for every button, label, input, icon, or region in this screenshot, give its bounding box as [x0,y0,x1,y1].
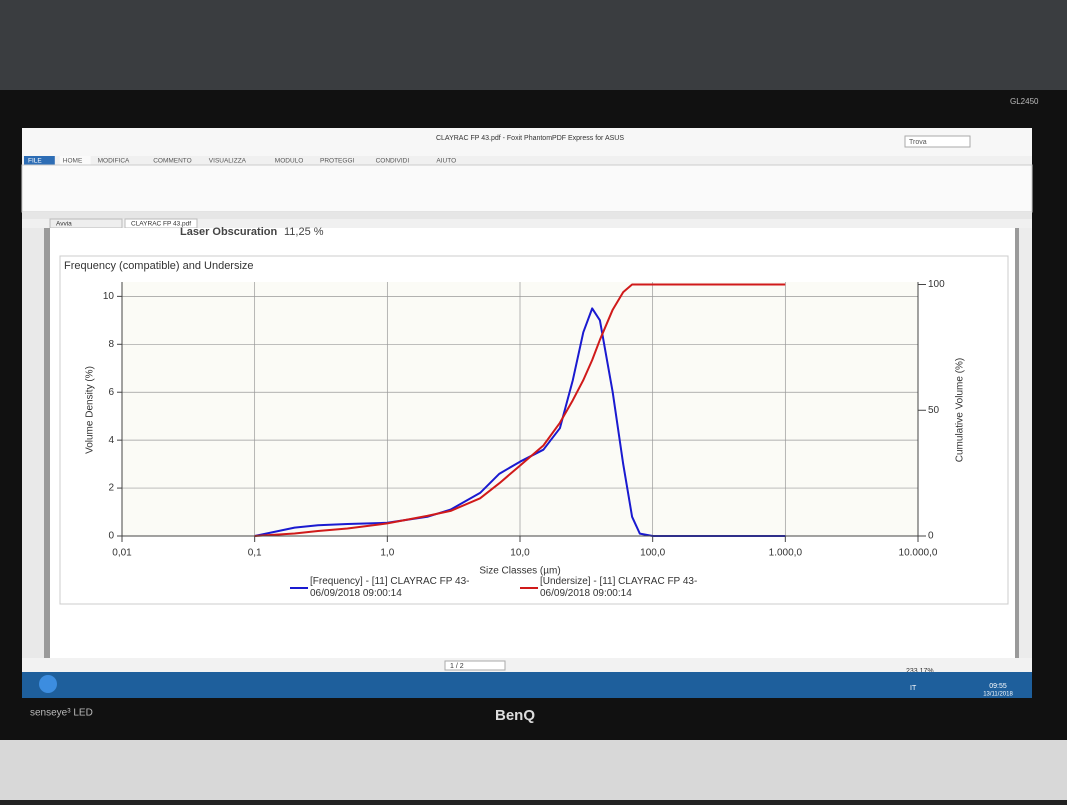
taskbar [22,672,1032,698]
legend-label: [Frequency] - [11] CLAYRAC FP 43-06/09/2… [310,576,470,599]
y-tick-label: 10 [103,291,115,302]
header-value: 11,25 % [284,226,324,238]
x-tick-label: 100,0 [640,548,665,559]
window-title: CLAYRAC FP 43.pdf - Foxit PhantomPDF Exp… [436,135,624,142]
y2-axis-label: Cumulative Volume (%) [955,358,966,462]
ribbon-tab[interactable]: CONDIVIDI [376,158,410,165]
chart-title: Frequency (compatible) and Undersize [64,260,254,272]
doc-tab-label: CLAYRAC FP 43.pdf [131,221,191,228]
shelf [0,0,1067,95]
legend-entry: [Frequency] - [11] CLAYRAC FP 43-06/09/2… [310,576,470,599]
page-indicator: 1 / 2 [450,663,464,670]
x-tick-label: 0,1 [248,548,262,559]
y2-tick-label: 0 [928,531,934,542]
legend: [Frequency] - [11] CLAYRAC FP 43-06/09/2… [290,576,698,599]
ribbon-tab[interactable]: AIUTO [436,158,456,165]
title-bar [22,128,1032,156]
search-text: Trova [909,139,927,146]
x-axis-label: Size Classes (µm) [479,566,560,577]
y-tick-label: 8 [108,339,114,350]
ribbon-tab[interactable]: HOME [63,158,83,165]
plot: 0,01 0,1 1,0 10,0 100,0 1.000,0 10.000,0 0 2 4 6 8 1… [103,279,945,558]
monitor-model: GL2450 [1010,97,1039,106]
clock-date: 13/11/2018 [983,692,1013,698]
language: IT [910,685,917,692]
x-tick-label: 10.000,0 [899,548,938,559]
ribbon-tab[interactable]: COMMENTO [153,158,192,165]
side-panel [22,228,44,668]
monitor-brand: BenQ [495,707,535,724]
x-tick-label: 10,0 [510,548,530,559]
ribbon-tab[interactable]: MODULO [275,158,304,165]
search-box[interactable] [904,135,971,148]
ribbon [21,164,1033,213]
tab-file [24,156,55,166]
x-tick-label: 0,01 [112,548,132,559]
ribbon-tab[interactable]: PROTEGGI [320,158,355,165]
doc-tab-label: Avvia [56,221,72,228]
x-tick-label: 1,0 [380,548,394,559]
y-tick-label: 6 [108,387,114,398]
y2-tick-label: 50 [928,405,940,416]
zoom-level: 233,17% [906,668,934,675]
clock-time: 09:55 [989,683,1007,690]
series-line [254,307,786,537]
ribbon-tab[interactable]: FILE [28,158,42,165]
x-tick-label: 1.000,0 [769,548,803,559]
legend-entry: [Undersize] - [11] CLAYRAC FP 43-06/09/2… [540,576,698,599]
tab-active [59,156,91,166]
y2-tick-label: 100 [928,279,945,290]
header-label: Laser Obscuration [180,226,277,238]
scrollbar[interactable] [1019,228,1032,668]
ribbon-tab[interactable]: MODIFICA [98,158,130,165]
series-line [254,283,786,537]
page-box[interactable] [444,660,506,671]
y-tick-label: 4 [108,435,114,446]
ribbon-tabs: FILE HOME MODIFICA COMMENTO VISUALIZZA MODULO… [24,156,456,166]
start-button[interactable] [39,675,57,693]
y-tick-label: 2 [108,483,114,494]
status-bar [22,658,1032,672]
ribbon-tab[interactable]: VISUALIZZA [209,158,247,165]
legend-label: [Undersize] - [11] CLAYRAC FP 43-06/09/2… [540,576,698,599]
ribbon-foot [22,212,1032,219]
y-axis-label: Volume Density (%) [85,366,96,454]
y-tick-label: 0 [108,531,114,542]
monitor-badge: senseye³ LED [30,708,93,719]
